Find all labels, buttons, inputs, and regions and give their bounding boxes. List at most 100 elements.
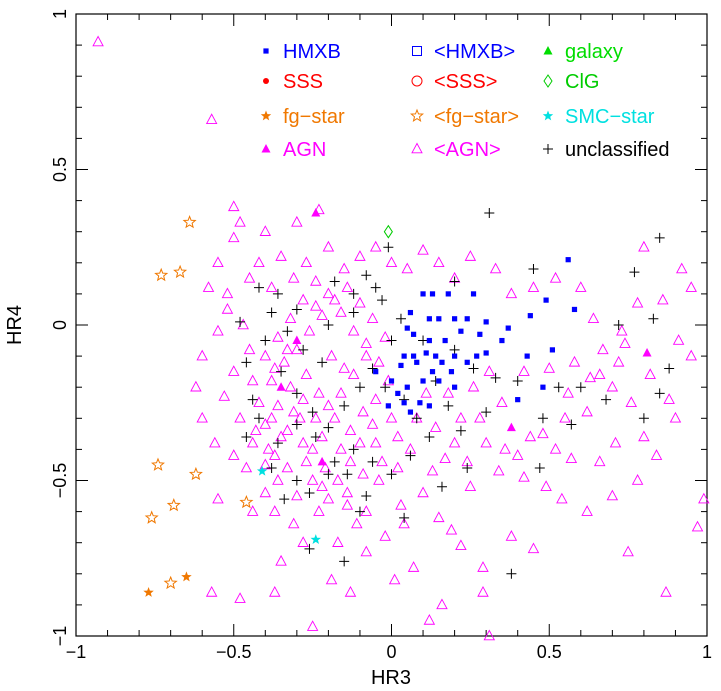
point-unclassified xyxy=(553,382,564,393)
point-agn xyxy=(388,573,401,585)
point-agn xyxy=(341,281,354,292)
point-agn xyxy=(477,586,489,597)
point-agn xyxy=(537,427,549,439)
point-agn xyxy=(265,281,278,292)
point-unclassified xyxy=(648,313,659,324)
y-tick-label: 0 xyxy=(50,320,70,330)
point-hmxb xyxy=(420,378,426,384)
point-agn xyxy=(474,411,486,423)
point-unclassified xyxy=(348,307,359,318)
point-unclassified xyxy=(455,425,466,436)
point-unclassified xyxy=(323,320,334,330)
point-hmxb xyxy=(445,291,451,297)
point-agn xyxy=(316,430,328,442)
point-unclassified xyxy=(383,242,394,253)
point-agn xyxy=(505,287,518,299)
point-hmxb xyxy=(436,378,442,384)
point-agn xyxy=(243,271,256,283)
point-agn xyxy=(202,281,215,292)
point-agn xyxy=(265,374,278,386)
point-fg-star xyxy=(144,510,159,524)
point-hmxb xyxy=(407,309,414,316)
point-hmxb xyxy=(483,319,489,325)
point-agn xyxy=(638,430,650,442)
point-agn xyxy=(272,330,284,342)
point-fg-star xyxy=(151,457,165,471)
point-unclassified xyxy=(272,438,283,449)
point-unclassified xyxy=(260,335,271,346)
point-agn xyxy=(597,343,609,355)
point-agn xyxy=(269,362,281,373)
point-agn xyxy=(284,380,297,392)
point-agn xyxy=(332,536,344,547)
point-agn xyxy=(606,489,619,501)
point-hmxb xyxy=(527,313,533,319)
point-agn xyxy=(426,464,439,476)
point-unclassified xyxy=(323,469,334,480)
point-agn xyxy=(593,455,606,467)
point-agn xyxy=(262,442,275,454)
point-agn xyxy=(483,365,496,376)
point-agn xyxy=(250,424,262,435)
point-agn xyxy=(237,318,249,330)
point-agn xyxy=(344,424,357,435)
point-unclassified xyxy=(339,400,350,411)
point-hmxb xyxy=(464,359,470,365)
point-agn xyxy=(328,411,341,423)
point-agn xyxy=(593,368,606,380)
point-smc-star xyxy=(256,465,268,476)
point-unclassified xyxy=(380,382,391,393)
point-hmxb xyxy=(505,325,511,331)
legend-label-hmxb: HMXB xyxy=(283,41,341,63)
point-agn xyxy=(297,393,309,404)
point-hmxb xyxy=(401,353,407,359)
point-hmxb xyxy=(414,359,420,365)
legend-label-hmxb: <HMXB> xyxy=(434,41,515,63)
point-agn xyxy=(259,418,272,429)
point-agn xyxy=(344,455,357,467)
point-agn xyxy=(562,386,574,398)
point-agn xyxy=(341,498,354,510)
point-unclassified xyxy=(247,394,258,405)
point-agn xyxy=(291,489,303,501)
point-hmxb xyxy=(426,316,432,322)
point-agn xyxy=(357,405,369,417)
point-hmxb xyxy=(448,369,455,375)
point-unclassified xyxy=(310,431,321,442)
point-agn xyxy=(92,35,104,47)
x-axis-title: HR3 xyxy=(371,667,411,689)
point-agn xyxy=(322,492,335,504)
point-agn xyxy=(287,517,300,529)
point-agn xyxy=(442,386,455,398)
point-agn xyxy=(357,467,369,479)
point-hmxb xyxy=(549,347,556,353)
point-agn xyxy=(335,386,347,398)
point-unclassified xyxy=(323,422,334,433)
point-agn xyxy=(275,250,287,261)
point-agn xyxy=(227,231,240,243)
point-agn xyxy=(297,536,309,547)
point-unclassified xyxy=(436,481,447,492)
point-agn xyxy=(407,561,420,572)
point-unclassified xyxy=(266,463,277,474)
point-agn xyxy=(392,430,404,442)
point-agn xyxy=(691,520,704,532)
point-agn xyxy=(499,442,511,454)
point-agn xyxy=(556,492,568,504)
y-tick-label: −0.5 xyxy=(50,463,70,499)
point-agn xyxy=(379,530,391,541)
legend-marker-unclassified xyxy=(543,144,553,154)
point-agn xyxy=(209,436,221,448)
point-agn xyxy=(581,505,593,516)
point-agn xyxy=(269,586,281,597)
point-unclassified xyxy=(272,288,283,299)
point-agn xyxy=(325,573,338,585)
legend-marker-hmxb xyxy=(412,46,422,56)
point-agn xyxy=(445,523,458,535)
point-unclassified xyxy=(235,316,246,327)
point-unclassified xyxy=(367,456,378,467)
y-tick-label: 0.5 xyxy=(50,157,70,182)
point-agn xyxy=(190,380,202,392)
point-agn xyxy=(609,436,622,448)
point-unclassified xyxy=(506,568,517,579)
